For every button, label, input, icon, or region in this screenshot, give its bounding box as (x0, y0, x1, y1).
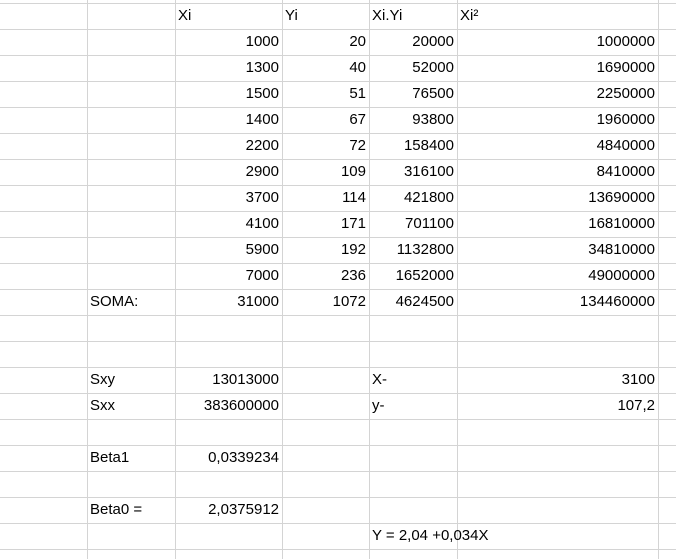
column-divider (175, 0, 176, 559)
soma-cell[interactable]: 1072 (332, 293, 366, 310)
table-cell[interactable]: 421800 (403, 189, 454, 206)
row-divider (0, 159, 676, 160)
row-divider (0, 341, 676, 342)
x-mean-value[interactable]: 3100 (621, 371, 655, 388)
table-cell[interactable]: 1400 (245, 111, 279, 128)
row-divider (0, 81, 676, 82)
row-divider (0, 523, 676, 524)
beta0-label[interactable]: Beta0 = (90, 501, 143, 518)
column-divider (658, 0, 659, 559)
sxy-label[interactable]: Sxy (90, 371, 116, 388)
table-cell[interactable]: 72 (349, 137, 366, 154)
table-cell[interactable]: 51 (349, 85, 366, 102)
table-cell[interactable]: 40 (349, 59, 366, 76)
row-divider (0, 29, 676, 30)
table-cell[interactable]: 3700 (245, 189, 279, 206)
row-divider (0, 133, 676, 134)
table-cell[interactable]: 316100 (403, 163, 454, 180)
table-cell[interactable]: 49000000 (588, 267, 655, 284)
table-cell[interactable]: 2250000 (596, 85, 655, 102)
table-cell[interactable]: 1960000 (596, 111, 655, 128)
column-divider (457, 0, 458, 559)
beta1-value[interactable]: 0,0339234 (208, 449, 279, 466)
header-cell-xiyi[interactable]: Xi.Yi (372, 7, 403, 24)
table-cell[interactable]: 171 (340, 215, 366, 232)
row-divider (0, 315, 676, 316)
table-cell[interactable]: 16810000 (588, 215, 655, 232)
column-divider (369, 0, 370, 559)
row-divider (0, 263, 676, 264)
table-cell[interactable]: 4100 (245, 215, 279, 232)
table-cell[interactable]: 192 (340, 241, 366, 258)
table-cell[interactable]: 76500 (412, 85, 454, 102)
beta1-label[interactable]: Beta1 (90, 449, 130, 466)
beta0-value[interactable]: 2,0375912 (208, 501, 279, 518)
row-divider (0, 185, 676, 186)
table-cell[interactable]: 1132800 (396, 241, 454, 258)
row-divider (0, 3, 676, 4)
header-cell-xi-squared[interactable]: Xi² (460, 7, 479, 24)
table-cell[interactable]: 114 (342, 189, 366, 206)
sxy-value[interactable]: 13013000 (212, 371, 279, 388)
soma-cell[interactable]: 31000 (237, 293, 279, 310)
table-cell[interactable]: 2200 (245, 137, 279, 154)
table-cell[interactable]: 2900 (245, 163, 279, 180)
y-mean-label[interactable]: y- (372, 397, 385, 414)
column-divider (282, 0, 283, 559)
row-divider (0, 367, 676, 368)
sxx-label[interactable]: Sxx (90, 397, 116, 414)
row-divider (0, 289, 676, 290)
table-cell[interactable]: 13690000 (588, 189, 655, 206)
table-cell[interactable]: 34810000 (588, 241, 655, 258)
table-cell[interactable]: 4840000 (596, 137, 655, 154)
sxx-value[interactable]: 383600000 (203, 397, 279, 414)
y-mean-value[interactable]: 107,2 (617, 397, 655, 414)
table-cell[interactable]: 20 (349, 33, 366, 50)
soma-cell[interactable]: 134460000 (579, 293, 655, 310)
table-cell[interactable]: 1300 (245, 59, 279, 76)
row-divider (0, 419, 676, 420)
table-cell[interactable]: 1000 (245, 33, 279, 50)
row-divider (0, 445, 676, 446)
soma-label[interactable]: SOMA: (90, 293, 139, 310)
column-divider (87, 0, 88, 559)
table-cell[interactable]: 1652000 (395, 267, 454, 284)
row-divider (0, 237, 676, 238)
row-divider (0, 55, 676, 56)
x-mean-label[interactable]: X- (372, 371, 387, 388)
regression-equation[interactable]: Y = 2,04 +0,034X (372, 527, 489, 544)
table-cell[interactable]: 8410000 (596, 163, 655, 180)
table-cell[interactable]: 109 (340, 163, 366, 180)
row-divider (0, 497, 676, 498)
table-cell[interactable]: 67 (349, 111, 366, 128)
table-cell[interactable]: 7000 (245, 267, 279, 284)
row-divider (0, 549, 676, 550)
table-cell[interactable]: 701100 (405, 215, 454, 232)
table-cell[interactable]: 158400 (403, 137, 454, 154)
row-divider (0, 107, 676, 108)
table-cell[interactable]: 52000 (412, 59, 454, 76)
soma-cell[interactable]: 4624500 (395, 293, 454, 310)
table-cell[interactable]: 1500 (245, 85, 279, 102)
row-divider (0, 471, 676, 472)
table-cell[interactable]: 5900 (245, 241, 279, 258)
header-cell-xi[interactable]: Xi (178, 7, 192, 24)
table-cell[interactable]: 1000000 (596, 33, 655, 50)
header-cell-yi[interactable]: Yi (285, 7, 298, 24)
table-cell[interactable]: 236 (340, 267, 366, 284)
row-divider (0, 393, 676, 394)
table-cell[interactable]: 1690000 (596, 59, 655, 76)
table-cell[interactable]: 20000 (412, 33, 454, 50)
row-divider (0, 211, 676, 212)
table-cell[interactable]: 93800 (412, 111, 454, 128)
